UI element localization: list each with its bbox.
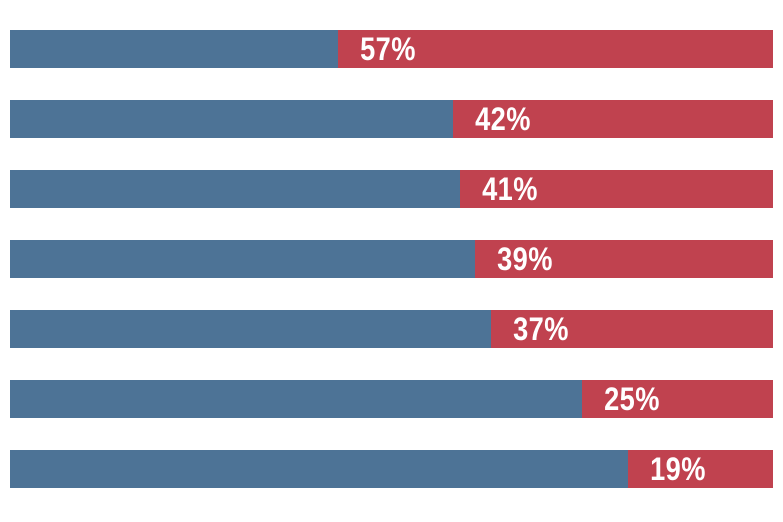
red-segment: 25% (582, 380, 773, 418)
bar-row: 42% (10, 100, 773, 138)
blue-segment (10, 30, 339, 68)
red-segment: 41% (460, 170, 773, 208)
bar-row: 57% (10, 30, 773, 68)
bar-value-label: 41% (482, 171, 538, 207)
bar-value-label: 42% (474, 101, 531, 137)
bar-value-label: 19% (650, 451, 706, 487)
red-segment: 57% (338, 30, 773, 68)
bar-row: 19% (10, 450, 773, 488)
bar-value-label: 57% (360, 31, 416, 67)
blue-segment (10, 170, 461, 208)
red-segment: 42% (452, 100, 773, 138)
bar-value-label: 37% (512, 311, 569, 347)
blue-segment (10, 310, 491, 348)
red-segment: 19% (628, 450, 773, 488)
blue-segment (10, 450, 629, 488)
blue-segment (10, 100, 453, 138)
blue-segment (10, 240, 476, 278)
blue-segment (10, 380, 583, 418)
red-segment: 39% (475, 240, 773, 278)
bar-row: 37% (10, 310, 773, 348)
bar-value-label: 25% (604, 381, 661, 417)
red-segment: 37% (490, 310, 773, 348)
bar-row: 25% (10, 380, 773, 418)
bar-row: 39% (10, 240, 773, 278)
bar-value-label: 39% (497, 241, 554, 277)
bar-row: 41% (10, 170, 773, 208)
